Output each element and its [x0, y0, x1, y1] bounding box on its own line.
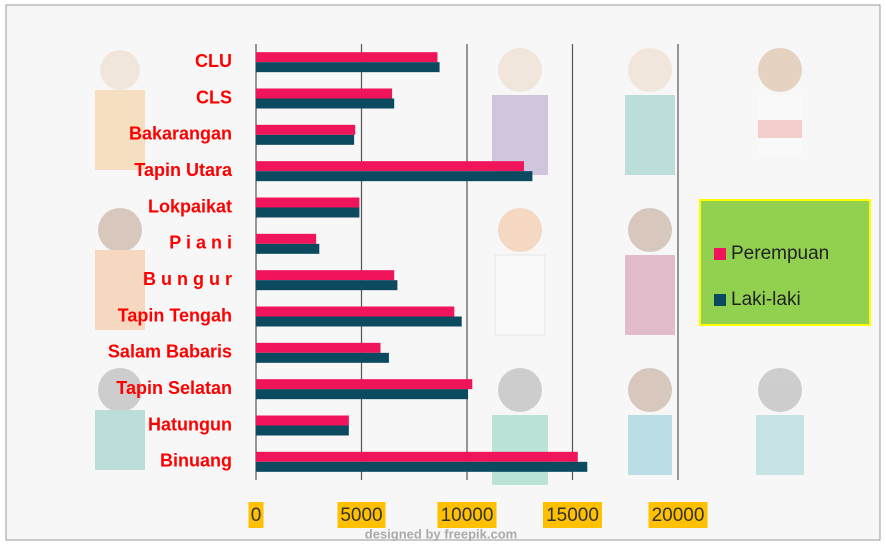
legend-box [699, 199, 871, 326]
bar [256, 461, 588, 472]
y-tick-label: Salam Babaris [108, 342, 232, 362]
bar [256, 316, 462, 327]
y-tick-label: Hatungun [148, 414, 232, 434]
bar [256, 197, 360, 208]
bar [256, 52, 438, 63]
y-tick-label: B u n g u r [143, 269, 232, 289]
bar [256, 451, 578, 462]
x-tick-label: 15000 [546, 505, 599, 526]
bar [256, 171, 533, 182]
y-tick-label: Bakarangan [129, 124, 232, 144]
tick-label-bg [437, 502, 497, 528]
y-tick-label: CLS [196, 87, 232, 107]
bar [256, 243, 320, 254]
bar [256, 124, 356, 135]
tick-label-bg [337, 502, 386, 528]
y-tick-label: P i a n i [169, 233, 232, 253]
bar [256, 342, 381, 353]
tick-label-bg [248, 502, 264, 528]
bar [256, 425, 349, 436]
legend-label: Laki-laki [731, 289, 801, 310]
tick-label-bg [543, 502, 602, 528]
y-tick-label: Tapin Utara [134, 160, 233, 180]
legend-label: Perempuan [731, 243, 829, 264]
x-tick-label: 10000 [441, 505, 494, 526]
bar [256, 98, 395, 109]
bar [256, 389, 469, 400]
y-tick-label: Tapin Tengah [118, 305, 232, 325]
bar [256, 88, 393, 99]
bar [256, 134, 355, 145]
bar [256, 306, 455, 317]
bar [256, 415, 349, 426]
x-tick-label: 20000 [652, 505, 705, 526]
y-tick-label: Lokpaikat [148, 196, 232, 216]
bar [256, 270, 395, 281]
y-tick-label: CLU [195, 51, 232, 71]
x-tick-label: 0 [251, 505, 262, 526]
y-tick-label: Binuang [160, 451, 232, 471]
bar [256, 233, 317, 244]
bar [256, 352, 389, 363]
bar [256, 207, 360, 218]
y-tick-label: Tapin Selatan [116, 378, 232, 398]
credit: designed by freepik.com [365, 526, 517, 541]
x-tick-label: 5000 [340, 505, 382, 526]
legend-swatch [714, 294, 726, 306]
bar [256, 62, 440, 73]
bar [256, 379, 473, 390]
bar [256, 161, 524, 172]
legend-swatch [714, 248, 726, 260]
bar [256, 280, 398, 291]
tick-label-bg [648, 502, 708, 528]
